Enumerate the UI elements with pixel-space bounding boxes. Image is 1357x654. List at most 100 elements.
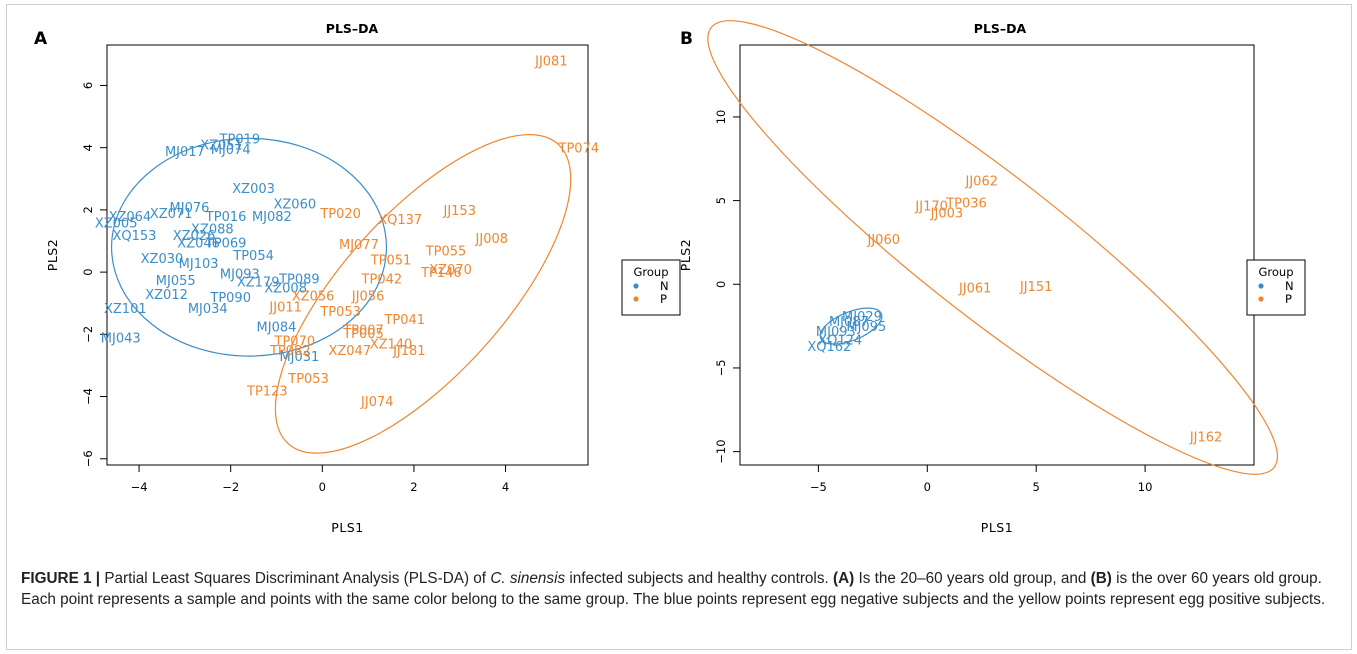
point-p-jj008: JJ008 [475,232,508,247]
point-p-jj074: JJ074 [360,395,393,410]
panel-label: A [34,29,48,49]
legend-dot-p [633,296,639,302]
point-p-jj170: JJ170 [914,200,947,215]
point-n-tp054: TP054 [232,249,274,264]
panel-label: B [680,29,693,49]
panel-b: B PLS–DA −5 0 5 10 −10 −5 0 5 10 PLS1 PLS2 MJ029MJ087… [678,20,1306,535]
point-n-xz060: XZ060 [274,198,317,213]
y-axis-label: PLS2 [45,239,60,271]
point-p-tp020: TP020 [319,207,361,222]
point-p-xz140: XZ140 [370,338,413,353]
legend-entry-n: N [660,279,669,293]
point-p-tp041: TP041 [383,313,425,328]
y-tick-label: 0 [714,281,728,288]
point-n-xq162: XQ162 [807,340,851,355]
caption-text-4: is the over 60 years old group. Each poi… [21,570,1326,608]
legend-entry-p: P [1285,292,1292,306]
ellipse-p [274,134,572,454]
point-p-tp082: TP082 [269,344,311,359]
point-n-xz030: XZ030 [141,252,184,267]
y-tick-label: 2 [81,206,95,213]
point-n-mj055: MJ055 [156,274,196,289]
point-n-xq124: XQ124 [818,334,862,349]
legend-title: Group [1258,265,1293,279]
x-tick-label: 10 [1138,480,1153,494]
point-n-xz012: XZ012 [145,288,188,303]
point-p-jj162: JJ162 [1189,431,1222,446]
point-n-mj095: MJ095 [846,320,886,335]
point-p-tp123: TP123 [246,384,288,399]
caption-panel-a: (A) [832,570,855,587]
x-tick-label: −5 [810,480,827,494]
point-p-tp146: TP146 [420,266,462,281]
point-p-tp053: TP053 [319,305,361,320]
y-tick-label: −6 [81,450,95,467]
x-tick-label: 0 [924,480,931,494]
point-n-mj043: MJ043 [101,331,141,346]
point-p-tp053: TP053 [287,372,329,387]
point-n-xz026: XZ026 [173,229,216,244]
caption-species: C. sinensis [490,570,566,587]
point-n-xz071: XZ071 [150,207,193,222]
point-p-jj153: JJ153 [442,204,475,219]
point-p-tp051: TP051 [370,254,412,269]
x-tick-label: 5 [1033,480,1040,494]
legend-dot-n [633,283,639,289]
point-p-xz070: XZ070 [429,263,472,278]
x-axis-label: PLS1 [981,520,1013,535]
figure-caption: FIGURE 1 | Partial Least Squares Discrim… [21,568,1331,610]
point-n-mj017: MJ017 [165,145,205,160]
x-tick-label: 2 [410,480,417,494]
point-n-xz005: XZ005 [95,216,138,231]
x-tick-label: 0 [319,480,326,494]
legend-box [621,259,681,316]
point-n-xz088: XZ088 [191,223,234,238]
point-n-mj093: MJ093 [220,268,260,283]
figure-frame [6,4,1352,650]
point-n-mj103: MJ103 [179,257,219,272]
point-n-mj031: MJ031 [279,350,319,365]
point-n-xz046: XZ046 [177,237,220,252]
legend-entry-p: P [660,292,667,306]
plot-frame [106,44,589,466]
point-n-mj076: MJ076 [170,201,210,216]
point-n-tp069: TP069 [205,237,247,252]
point-p-tp007: TP007 [342,324,384,339]
y-tick-label: −5 [714,359,728,376]
x-axis-label: PLS1 [331,520,363,535]
caption-panel-b: (B) [1090,570,1112,587]
point-n-xz064: XZ064 [109,210,152,225]
point-n-mj084: MJ084 [257,321,297,336]
point-n-tp089: TP089 [278,272,320,287]
point-n-mj034: MJ034 [188,302,228,317]
caption-label: FIGURE 1 | [21,570,101,587]
x-tick-label: −2 [222,480,239,494]
point-p-tp036: TP036 [945,196,987,211]
point-p-jj081: JJ081 [534,55,567,70]
point-p-jj151: JJ151 [1019,280,1052,295]
point-n-mj074: MJ074 [211,143,251,158]
point-p-jj181: JJ181 [392,344,425,359]
point-p-jj056: JJ056 [351,289,384,304]
y-tick-label: −4 [81,388,95,405]
ellipse-n [819,307,883,345]
ellipse-n [110,137,388,357]
point-p-xz047: XZ047 [328,344,371,359]
point-p-jj060: JJ060 [867,233,900,248]
chart-title: PLS–DA [974,21,1027,36]
caption-text-2: infected subjects and healthy controls. [565,570,833,587]
caption-text-3: Is the 20–60 years old group, and [854,570,1091,587]
y-tick-label: −10 [714,439,728,463]
legend-box [1246,259,1306,316]
point-p-tp042: TP042 [361,272,403,287]
y-tick-label: −2 [81,326,95,343]
ellipse-p [707,20,1279,475]
y-tick-label: 4 [81,144,95,151]
point-n-xz101: XZ101 [104,302,147,317]
point-p-jj003: JJ003 [930,206,963,221]
point-p-jj062: JJ062 [965,175,998,190]
point-p-xz056: XZ056 [292,289,335,304]
y-tick-label: 10 [714,110,728,125]
point-n-mj029: MJ029 [842,310,882,325]
